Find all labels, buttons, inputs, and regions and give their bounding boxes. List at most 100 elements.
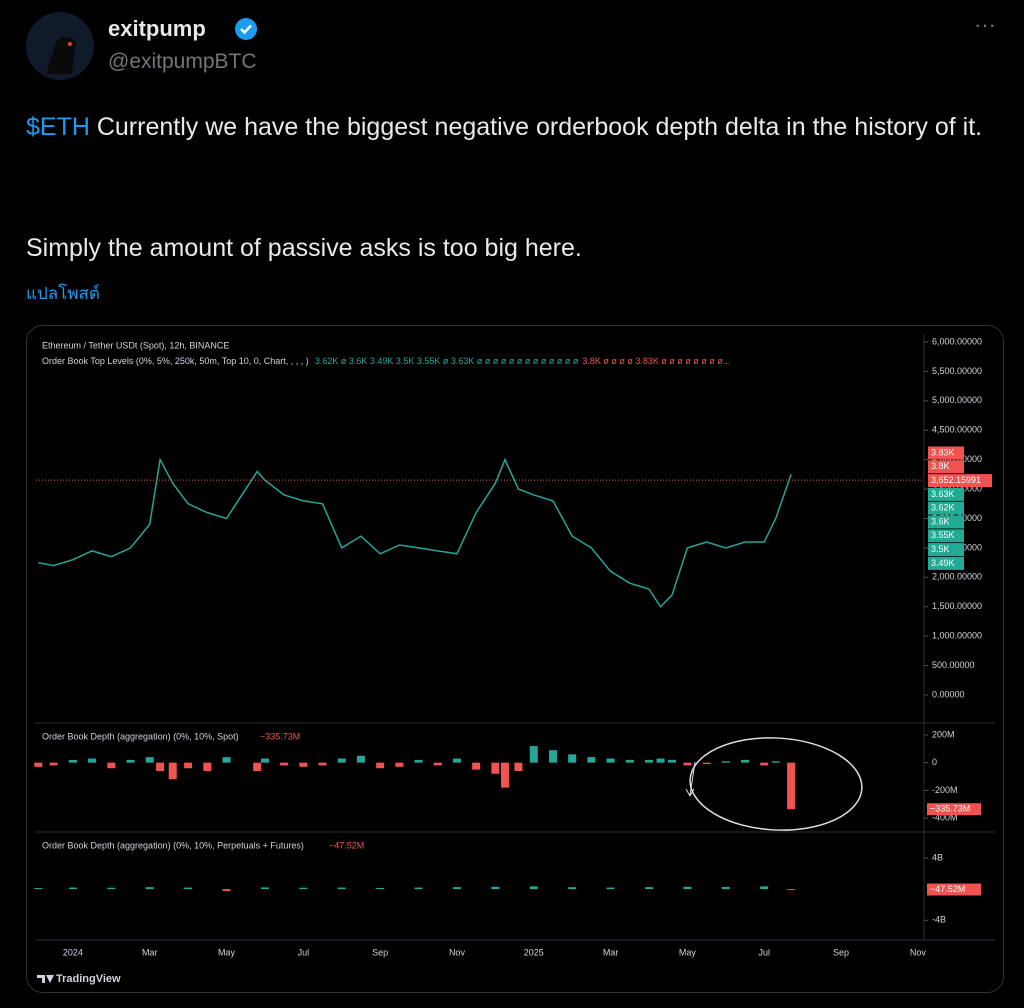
depth-bar [337, 758, 346, 763]
depth-bar [548, 750, 557, 763]
y-tick-label: 500.00000 [932, 660, 975, 670]
depth-bar [68, 759, 77, 763]
depth-bar [107, 762, 116, 769]
y-tick-label: 2,000.00000 [932, 572, 982, 582]
depth-bar [721, 761, 730, 763]
depth-bar [414, 887, 423, 890]
x-tick-label: Mar [603, 947, 619, 957]
price-badge [928, 487, 964, 501]
depth-bar [299, 887, 308, 890]
depth-bar [668, 759, 677, 763]
y-tick-label: 4,500.00000 [932, 425, 982, 435]
avatar[interactable] [26, 12, 94, 80]
price-badge [928, 556, 964, 570]
x-tick-label: Sep [833, 947, 849, 957]
panel-title: Order Book Depth (aggregation) (0%, 10%,… [42, 840, 304, 850]
plot-bg [35, 334, 995, 964]
depth-bar [203, 762, 212, 771]
price-badge-label: 3.55K [931, 530, 955, 540]
handle[interactable]: @exitpumpBTC [108, 50, 257, 73]
tweet-text: Simply the amount of passive asks is too… [26, 234, 582, 262]
price-badge [928, 446, 964, 460]
depth-bar [145, 887, 154, 890]
text: Currently we have the biggest negative o… [89, 113, 983, 141]
depth-bar [88, 758, 97, 763]
translate-link[interactable]: แปลโพสต์ [26, 284, 100, 303]
panel-value: −47.52M [329, 840, 364, 850]
depth-bar [491, 762, 500, 774]
verified-badge [235, 18, 257, 40]
depth-bar [452, 887, 461, 890]
depth-bar [68, 887, 77, 890]
price-badge-label: 3.83K [931, 447, 955, 457]
depth-bar [395, 762, 404, 767]
depth-bar [49, 762, 58, 766]
depth-bar [376, 887, 385, 890]
cashtag[interactable]: $ETH [26, 113, 90, 141]
depth-bar [787, 762, 796, 810]
price-badge-label: 3,652.15991 [931, 475, 981, 485]
depth-bar [376, 762, 385, 769]
display-name[interactable]: exitpump [108, 16, 206, 41]
x-tick-label: May [679, 947, 697, 957]
depth-bar [760, 886, 769, 890]
avatar-art [46, 37, 76, 74]
depth-bar [126, 759, 135, 763]
depth-bar [280, 762, 289, 766]
depth-bar [568, 887, 577, 890]
y-tick-label: 5,500.00000 [932, 366, 982, 376]
price-line [38, 457, 792, 608]
depth-bar [356, 755, 365, 763]
depth-bar [702, 762, 711, 765]
depth-bar [500, 762, 509, 788]
x-tick-label: Jul [758, 947, 770, 957]
indicator: Order Book Top Levels (0%, 5%, 250k, 50m… [42, 356, 730, 366]
y-tick-label: 200M [932, 729, 955, 739]
x-tick-label: Nov [449, 947, 466, 957]
chart[interactable]: Ethereum / Tether USDt (Spot), 12h, BINA… [26, 325, 1004, 993]
levels: 3.8K ø ø ø ø 3.83K ø ø ø ø ø ø ø ø... [582, 356, 730, 366]
price-badge [928, 543, 964, 557]
x-tick-label: Jul [298, 947, 310, 957]
depth-bar [529, 886, 538, 890]
y-tick-label: 1,000.00000 [932, 631, 982, 641]
depth-bar [156, 762, 165, 771]
depth-bar [491, 886, 500, 890]
more-button[interactable]: ··· [974, 12, 996, 37]
price-badge-label: 3.5K [931, 544, 950, 554]
x-tick-label: 2024 [63, 947, 83, 957]
depth-bar [568, 754, 577, 763]
y-tick-label: -200M [932, 785, 958, 795]
depth-bar [299, 762, 308, 767]
x-tick-label: Sep [372, 947, 388, 957]
annotation-circle [689, 737, 863, 831]
panel-value: −335.73M [260, 731, 300, 741]
y-tick-label: 1,500.00000 [932, 601, 982, 611]
depth-bar [260, 758, 269, 763]
price-badge [928, 501, 964, 515]
price-badge-label: 3.6K [931, 516, 950, 526]
depth-bar [683, 762, 692, 766]
x-tick-label: 2025 [524, 947, 544, 957]
y-tick-label: 0 [932, 757, 937, 767]
x-tick-label: Mar [142, 947, 158, 957]
price-badge-label: 3.49K [931, 558, 955, 568]
price-badge-label: 3.63K [931, 489, 955, 499]
panel-title: Order Book Depth (aggregation) (0%, 10%,… [42, 731, 239, 741]
depth-bar [760, 762, 769, 766]
chart-title: Ethereum / Tether USDt (Spot), 12h, BINA… [42, 340, 229, 350]
value-badge-label: −47.52M [930, 884, 965, 894]
depth-bar [741, 759, 750, 763]
y-tick-label: 6,000.00000 [932, 336, 982, 346]
price-badge-label: 3.62K [931, 503, 955, 513]
depth-bar [337, 887, 346, 890]
y-tick-label: 4B [932, 852, 943, 862]
value-badge [927, 803, 981, 816]
depth-bar [771, 761, 780, 763]
x-tick-label: Nov [910, 947, 927, 957]
price-badge-label: 3.8K [931, 461, 950, 471]
depth-bar [222, 889, 231, 892]
price-badge [928, 515, 964, 529]
depth-bar [787, 889, 796, 891]
